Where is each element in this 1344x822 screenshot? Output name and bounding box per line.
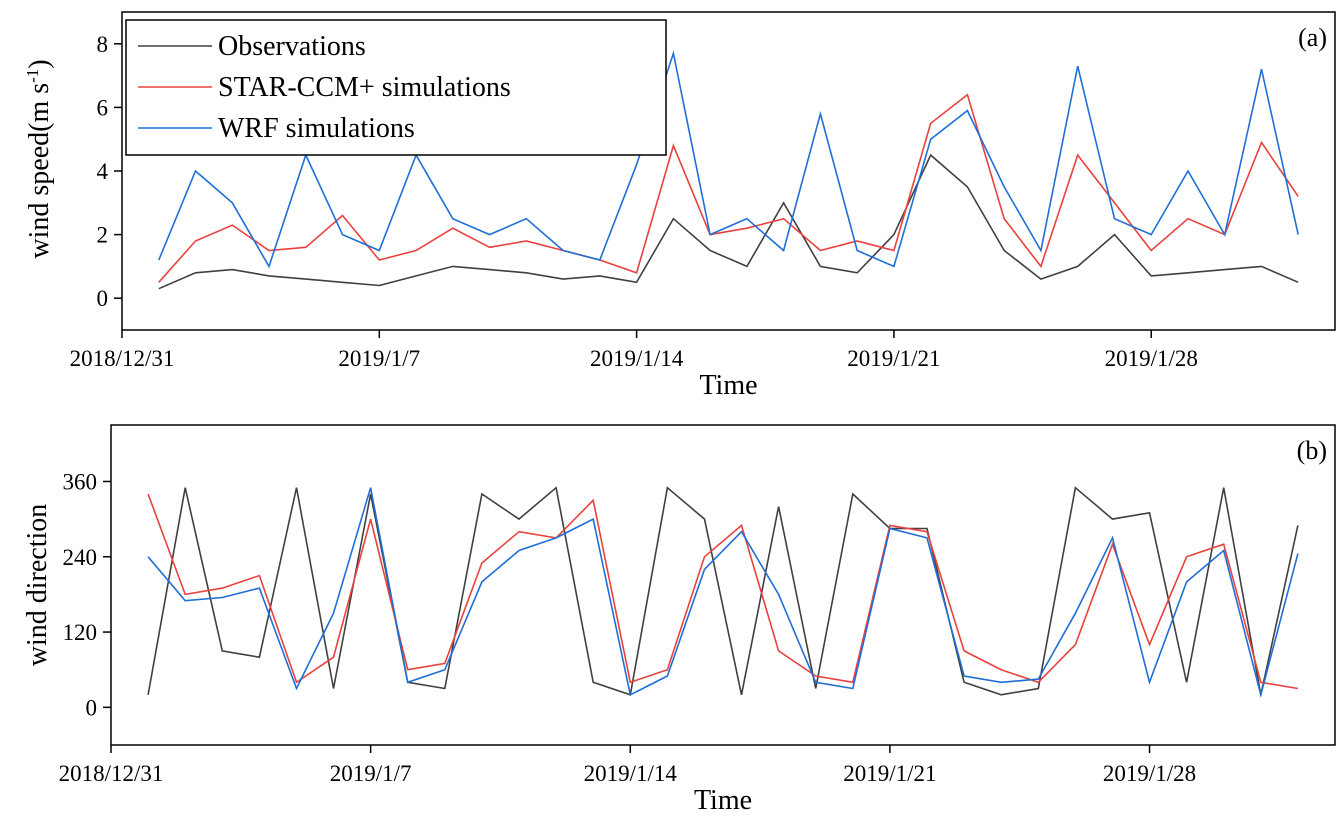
x-tick-label: 2019/1/28 bbox=[1105, 346, 1198, 371]
y-tick-label: 120 bbox=[63, 620, 98, 645]
y-tick-label: 360 bbox=[63, 469, 98, 494]
plot-frame bbox=[110, 424, 1336, 746]
plot-frame bbox=[121, 11, 1336, 331]
x-axis-title: Time bbox=[694, 785, 752, 816]
panel-label: (b) bbox=[1297, 436, 1327, 465]
panel-label: (a) bbox=[1298, 23, 1327, 52]
data-line bbox=[147, 493, 1299, 690]
x-tick-label: 2018/12/31 bbox=[70, 346, 175, 371]
y-axis-title: wind direction bbox=[22, 504, 53, 667]
y-tick-label: 4 bbox=[97, 159, 109, 184]
x-tick-label: 2019/1/21 bbox=[843, 761, 936, 786]
x-axis-title: Time bbox=[699, 370, 757, 401]
data-line bbox=[158, 50, 1299, 269]
legend-label: Observations bbox=[218, 31, 366, 62]
y-axis-title-sup: -1 bbox=[23, 69, 42, 83]
data-line bbox=[147, 486, 1299, 696]
y-tick-label: 2 bbox=[97, 223, 109, 248]
legend-box bbox=[125, 19, 667, 156]
y-axis-title-text: wind speed(m s bbox=[24, 83, 55, 259]
legend-label: STAR-CCM+ simulations bbox=[218, 72, 511, 103]
x-tick-label: 2019/1/7 bbox=[338, 346, 420, 371]
y-axis-title-text: wind direction bbox=[22, 504, 53, 667]
y-axis-title-end: ) bbox=[24, 59, 55, 68]
y-tick-label: 240 bbox=[63, 545, 98, 570]
x-tick-label: 2019/1/14 bbox=[584, 761, 678, 786]
y-axis-title: wind speed(m s-1) bbox=[23, 59, 55, 258]
x-tick-label: 2019/1/7 bbox=[330, 761, 412, 786]
data-line bbox=[147, 487, 1299, 698]
y-tick-label: 0 bbox=[86, 695, 98, 720]
x-tick-label: 2019/1/21 bbox=[847, 346, 940, 371]
y-tick-label: 0 bbox=[97, 286, 109, 311]
x-tick-label: 2019/1/28 bbox=[1103, 761, 1196, 786]
legend-label: WRF simulations bbox=[218, 113, 415, 144]
x-tick-label: 2019/1/14 bbox=[590, 346, 684, 371]
data-line bbox=[158, 153, 1299, 290]
x-tick-label: 2018/12/31 bbox=[59, 761, 164, 786]
y-tick-label: 6 bbox=[97, 95, 109, 120]
y-tick-label: 8 bbox=[97, 32, 109, 57]
